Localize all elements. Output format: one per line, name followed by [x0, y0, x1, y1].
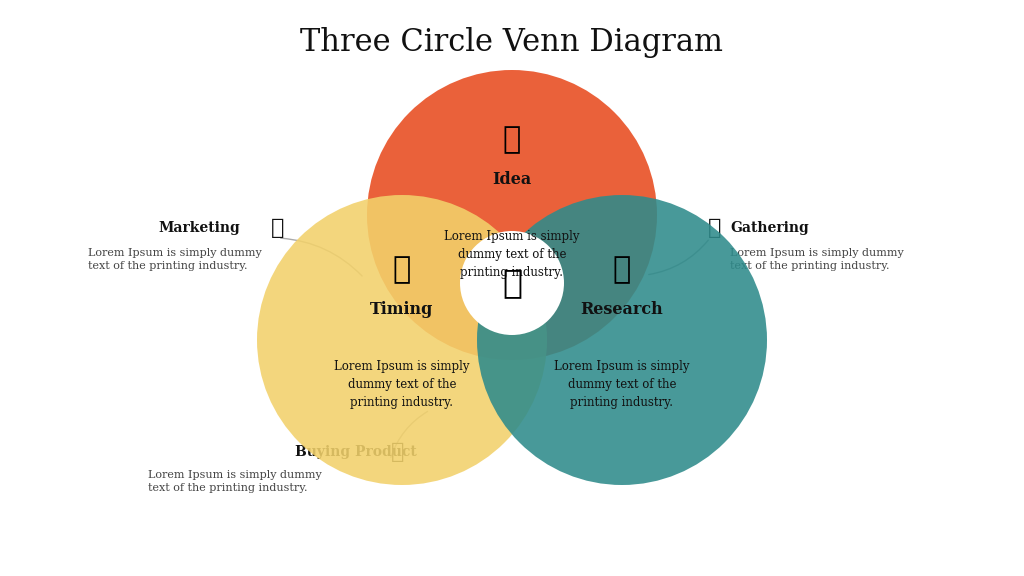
Text: Timing: Timing	[371, 301, 434, 319]
Text: Lorem Ipsum is simply
dummy text of the
printing industry.: Lorem Ipsum is simply dummy text of the …	[444, 230, 580, 279]
Text: Lorem Ipsum is simply dummy
text of the printing industry.: Lorem Ipsum is simply dummy text of the …	[730, 248, 904, 271]
Text: Lorem Ipsum is simply
dummy text of the
printing industry.: Lorem Ipsum is simply dummy text of the …	[554, 360, 690, 409]
Text: 📊: 📊	[502, 267, 522, 300]
Circle shape	[257, 195, 547, 485]
Circle shape	[460, 231, 564, 335]
Text: ⏱: ⏱	[393, 256, 411, 285]
Text: 🛍: 🛍	[391, 442, 404, 462]
Text: Buying Product: Buying Product	[295, 445, 417, 459]
Text: Three Circle Venn Diagram: Three Circle Venn Diagram	[300, 26, 724, 58]
Text: 📰: 📰	[709, 218, 722, 238]
Text: Research: Research	[581, 301, 664, 319]
Text: Idea: Idea	[493, 172, 531, 188]
Text: Gathering: Gathering	[730, 221, 809, 235]
Text: Lorem Ipsum is simply dummy
text of the printing industry.: Lorem Ipsum is simply dummy text of the …	[88, 248, 262, 271]
Text: Marketing: Marketing	[159, 221, 240, 235]
Text: 🗒: 🗒	[271, 218, 285, 238]
Text: Lorem Ipsum is simply dummy
text of the printing industry.: Lorem Ipsum is simply dummy text of the …	[148, 470, 322, 493]
Text: 💡: 💡	[503, 126, 521, 154]
Circle shape	[367, 70, 657, 360]
Text: 🔍: 🔍	[613, 256, 631, 285]
Circle shape	[477, 195, 767, 485]
Text: Lorem Ipsum is simply
dummy text of the
printing industry.: Lorem Ipsum is simply dummy text of the …	[334, 360, 470, 409]
